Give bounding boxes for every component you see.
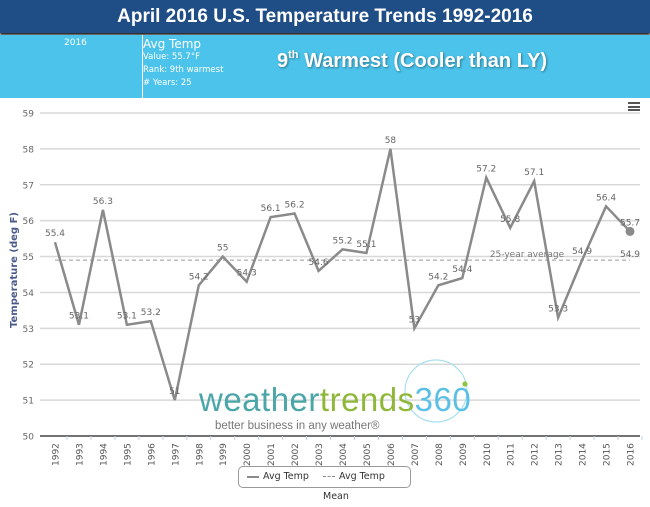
data-label: 55.7 [620, 218, 640, 228]
x-tick-label: 2000 [243, 443, 253, 466]
legend-label-avg-temp: Avg Temp [263, 471, 309, 482]
logo-weather: weather [198, 381, 320, 418]
data-label: 56.3 [93, 197, 113, 207]
logo-trends: trends [320, 381, 415, 418]
mean-annotation: 25-year average [490, 250, 565, 260]
x-tick-label: 1992 [52, 443, 62, 466]
y-tick-label: 54 [23, 289, 35, 299]
data-label: 55.8 [500, 215, 520, 225]
data-point[interactable] [626, 227, 635, 236]
data-label: 53.2 [141, 308, 161, 318]
data-label: 55.4 [45, 229, 65, 239]
info-year: 2016 [64, 38, 87, 48]
y-tick-label: 51 [23, 397, 34, 407]
y-tick-label: 53 [23, 325, 34, 335]
x-tick-label: 2004 [339, 443, 349, 466]
mean-value-label: 54.9 [620, 250, 640, 260]
data-label: 53 [409, 315, 420, 325]
data-labels: 55.4 53.1 56.3 53.1 53.2 51 54.2 55 54.3 56.1 56.2… [45, 136, 640, 397]
y-tick-label: 56 [23, 217, 35, 227]
x-tick-label: 2016 [627, 443, 637, 466]
y-tick-labels: 50 51 52 53 54 55 56 57 58 59 [23, 110, 35, 443]
data-label: 53.1 [69, 312, 89, 322]
data-label: 56.4 [596, 193, 616, 203]
x-tick-label: 2002 [291, 443, 301, 466]
x-tick-label: 1994 [99, 443, 109, 466]
x-tick-label: 1995 [123, 443, 133, 466]
y-tick-label: 50 [23, 433, 35, 443]
chart-title: April 2016 U.S. Temperature Trends 1992-… [117, 6, 533, 27]
x-tick-label: 2008 [435, 443, 445, 466]
data-label: 56.1 [261, 204, 281, 214]
x-tick-label: 1998 [195, 443, 205, 466]
info-years: # Years: 25 [143, 77, 223, 90]
y-tick-label: 55 [23, 253, 34, 263]
info-bar: 2016 Avg Temp Value: 55.7°F Rank: 9th wa… [0, 35, 650, 98]
data-label: 55 [217, 244, 228, 254]
data-label: 54.2 [189, 272, 209, 282]
y-tick-label: 52 [23, 361, 34, 371]
x-tick-label: 1999 [219, 443, 229, 466]
y-tick-label: 57 [23, 181, 34, 191]
headline-sup: th [288, 49, 298, 61]
menu-icon[interactable] [628, 102, 640, 111]
info-metric: Avg Temp [143, 37, 223, 51]
data-label: 57.2 [476, 165, 496, 175]
legend: Avg Temp Avg Temp Mean [238, 466, 411, 488]
legend-item-avg-temp[interactable]: Avg Temp [247, 467, 309, 487]
data-label: 54.3 [237, 269, 257, 279]
data-label: 57.1 [524, 168, 544, 178]
data-label: 54.6 [309, 258, 329, 268]
x-tick-label: 2011 [507, 443, 517, 466]
info-value: Value: 55.7°F [143, 51, 223, 64]
data-label: 56.2 [285, 200, 305, 210]
data-label: 54.2 [428, 272, 448, 282]
logo: weathertrends360 better business in any … [198, 360, 471, 432]
x-tick-label: 1997 [171, 443, 181, 466]
data-label: 55.1 [356, 240, 376, 250]
x-tick-label: 2007 [411, 443, 421, 466]
headline-num: 9 [277, 50, 288, 72]
legend-item-avg-temp-mean[interactable]: Avg Temp Mean [323, 467, 410, 507]
avg-temp-line [55, 149, 630, 400]
y-axis-label: Temperature (deg F) [9, 212, 20, 328]
y-tick-label: 58 [23, 145, 35, 155]
headline-rest: Warmest (Cooler than LY) [299, 50, 548, 72]
data-label: 55.2 [332, 236, 352, 246]
headline: 9th Warmest (Cooler than LY) [277, 49, 547, 73]
data-label: 51 [169, 387, 180, 397]
x-tick-label: 2009 [459, 443, 469, 466]
data-label: 54.9 [572, 247, 592, 257]
data-label: 53.1 [117, 312, 137, 322]
x-tick-label: 2012 [531, 443, 541, 466]
x-tick-label: 1993 [75, 443, 85, 466]
title-bar: April 2016 U.S. Temperature Trends 1992-… [0, 0, 650, 33]
y-tick-label: 59 [23, 110, 35, 120]
data-label: 58 [385, 136, 397, 146]
logo-360: 360 [415, 381, 472, 418]
x-tick-label: 2014 [579, 443, 589, 466]
x-tick-label: 1996 [147, 443, 157, 466]
x-tick-labels: 1992 1993 1994 1995 1996 1997 1998 1999 2000 2001… [52, 436, 643, 466]
x-tick-label: 2003 [315, 443, 325, 466]
info-block: Avg Temp Value: 55.7°F Rank: 9th warmest… [143, 37, 223, 90]
x-tick-label: 2001 [267, 443, 277, 466]
svg-text:weathertrends360: weathertrends360 [198, 381, 471, 418]
gridlines [40, 113, 640, 400]
x-tick-label: 2005 [363, 443, 373, 466]
x-tick-label: 2006 [387, 443, 397, 466]
data-label: 54.4 [452, 265, 472, 275]
x-tick-label: 2013 [555, 443, 565, 466]
data-points [55, 149, 635, 400]
logo-tagline: better business in any weather® [215, 420, 380, 432]
info-rank: Rank: 9th warmest [143, 64, 223, 77]
data-label: 53.3 [548, 305, 568, 315]
x-tick-label: 2015 [603, 443, 613, 466]
x-tick-label: 2010 [483, 443, 493, 466]
